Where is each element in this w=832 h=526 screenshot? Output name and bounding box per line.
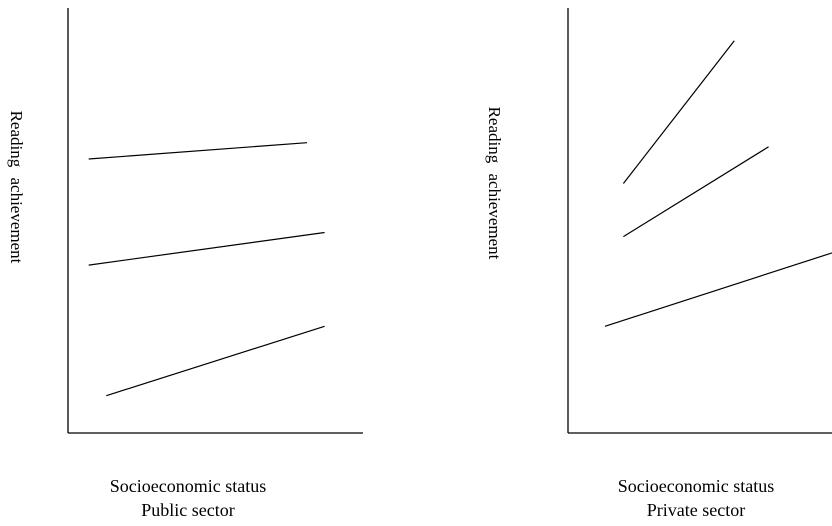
public-sector-panel: Reading achievement Socioeconomic status… xyxy=(7,8,363,520)
public-series-line-2 xyxy=(88,231,325,266)
private-series-line-2 xyxy=(623,146,769,238)
private-series-line-1 xyxy=(622,40,735,184)
public-series-line-1 xyxy=(88,142,308,160)
private-series-line-3 xyxy=(604,252,832,327)
public-series-line-3 xyxy=(106,325,325,397)
public-y-axis-label: Reading achievement xyxy=(7,111,26,264)
private-y-axis-label: Reading achievement xyxy=(485,107,504,260)
private-sector-panel: Reading achievement Socioeconomic status… xyxy=(485,8,832,520)
public-subtitle: Public sector xyxy=(141,500,234,520)
private-subtitle: Private sector xyxy=(647,500,745,520)
private-x-axis-label: Socioeconomic status xyxy=(618,476,774,496)
public-x-axis-label: Socioeconomic status xyxy=(110,476,266,496)
